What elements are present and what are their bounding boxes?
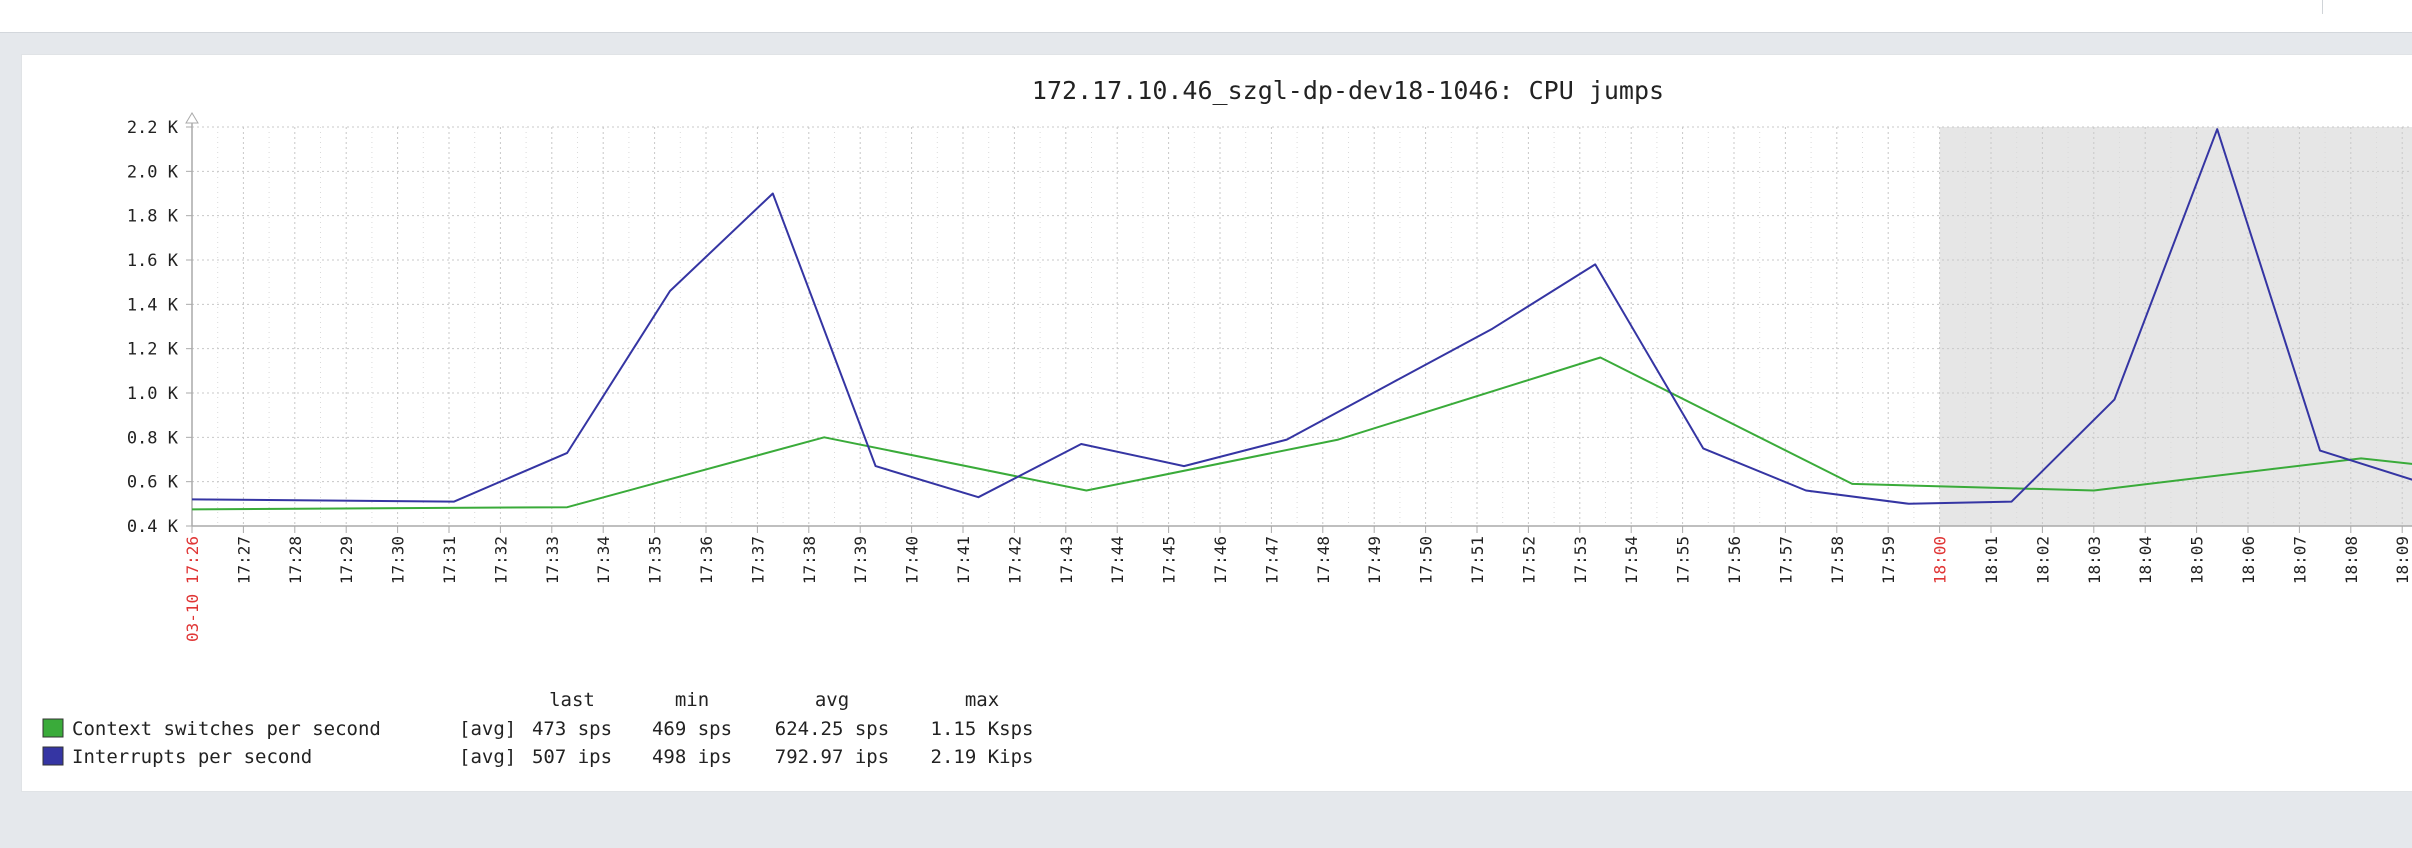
x-tick-label: 17:31 [440,536,459,584]
legend-func: [avg] [459,718,516,740]
x-tick-label: 17:27 [234,536,253,584]
x-tick-label: 17:41 [954,536,973,584]
x-tick-label: 17:53 [1571,536,1590,584]
x-tick-label: 18:06 [2239,536,2258,584]
x-tick-label: 18:01 [1982,536,2001,584]
x-tick-label: 18:09 [2393,536,2412,584]
legend-value-min: 469 sps [652,718,732,740]
x-tick-label: 17:45 [1160,536,1179,584]
x-tick-label: 17:38 [800,536,819,584]
legend-value-last: 473 sps [532,718,612,740]
y-tick-label: 1.0 K [127,384,179,404]
shaded-region [1939,127,2412,526]
x-tick-label: 18:05 [2188,536,2207,584]
x-tick-label: 17:47 [1262,536,1281,584]
graph-panel: 0.4 K 0.6 K 0.8 K 1.0 K 1.2 K 1.4 K 1.6 K 1.8 K… [21,54,2412,792]
x-tick-label: 03-10 17:26 [183,536,202,642]
legend-value-avg: 624.25 sps [775,718,889,740]
y-tick-label: 1.8 K [127,207,179,227]
x-tick-label: 17:50 [1417,536,1436,584]
y-tick-label: 1.2 K [127,340,179,360]
x-tick-label: 18:07 [2290,536,2309,584]
x-tick-label: 17:40 [903,536,922,584]
x-tick-label: 17:44 [1108,536,1127,584]
legend-series-name: Interrupts per second [72,746,312,768]
legend-value-min: 498 ips [652,746,732,768]
x-tick-label: 17:43 [1057,536,1076,584]
x-tick-label: 18:03 [2085,536,2104,584]
x-tick-label: 17:36 [697,536,716,584]
shaded-time-region [1939,127,2412,526]
x-tick-label: 18:02 [2033,536,2052,584]
y-tick-label: 0.4 K [127,517,179,537]
y-tick-label: 1.6 K [127,251,179,271]
x-tick-label: 18:04 [2136,536,2155,584]
x-axis-ticks: 03-10 17:26 17:27 17:28 17:29 17:30 17:31 17:3… [183,526,2412,642]
x-tick-label: 17:37 [748,536,767,584]
x-tick-label: 17:29 [337,536,356,584]
x-tick-label: 17:48 [1314,536,1333,584]
legend-swatch [42,746,64,766]
y-tick-label: 2.0 K [127,162,179,182]
top-panel [0,0,2412,33]
x-tick-label: 17:35 [646,536,665,584]
y-axis-ticks: 0.4 K 0.6 K 0.8 K 1.0 K 1.2 K 1.4 K 1.6 K 1.8 K… [127,118,192,537]
y-tick-label: 1.4 K [127,295,179,315]
x-tick-label: 17:34 [594,536,613,584]
legend-series-name: Context switches per second [72,718,381,740]
y-tick-label: 0.6 K [127,473,179,493]
legend-header-max: max [965,689,999,711]
x-tick-label: 17:52 [1519,536,1538,584]
x-tick-label: 17:57 [1776,536,1795,584]
x-tick-label: 17:33 [543,536,562,584]
x-tick-label: 18:00 [1931,536,1950,584]
x-tick-label: 17:46 [1211,536,1230,584]
legend-value-max: 2.19 Kips [931,746,1034,768]
legend: last min avg max Context switches per second… [42,689,1034,768]
panel-divider [2322,0,2323,14]
series-lines [191,128,2412,511]
chart-title: 172.17.10.46_szgl-dp-dev18-1046: CPU jum… [1032,76,1664,105]
x-tick-label: 17:39 [851,536,870,584]
legend-swatch [42,718,64,738]
x-tick-label: 17:59 [1879,536,1898,584]
x-tick-label: 17:54 [1622,536,1641,584]
chart: 0.4 K 0.6 K 0.8 K 1.0 K 1.2 K 1.4 K 1.6 K 1.8 K… [42,76,2412,768]
legend-value-last: 507 ips [532,746,612,768]
x-tick-label: 17:32 [491,536,510,584]
x-tick-label: 17:55 [1674,536,1693,584]
x-tick-label: 17:58 [1828,536,1847,584]
series-line-1 [191,128,2412,505]
x-tick-label: 18:08 [2342,536,2361,584]
grid [191,126,2412,527]
x-tick-label: 17:42 [1005,536,1024,584]
x-tick-label: 17:49 [1365,536,1384,584]
legend-header-min: min [675,689,709,711]
x-tick-label: 17:56 [1725,536,1744,584]
y-axis-arrow-icon [185,112,199,124]
y-tick-label: 0.8 K [127,428,179,448]
legend-func: [avg] [459,746,516,768]
legend-header-avg: avg [815,689,849,711]
legend-header-last: last [549,689,595,711]
x-tick-label: 17:51 [1468,536,1487,584]
legend-value-avg: 792.97 ips [775,746,889,768]
legend-value-max: 1.15 Ksps [931,718,1034,740]
x-tick-label: 17:30 [389,536,408,584]
x-tick-label: 17:28 [286,536,305,584]
series-line-0 [191,356,2412,511]
y-tick-label: 2.2 K [127,118,179,138]
